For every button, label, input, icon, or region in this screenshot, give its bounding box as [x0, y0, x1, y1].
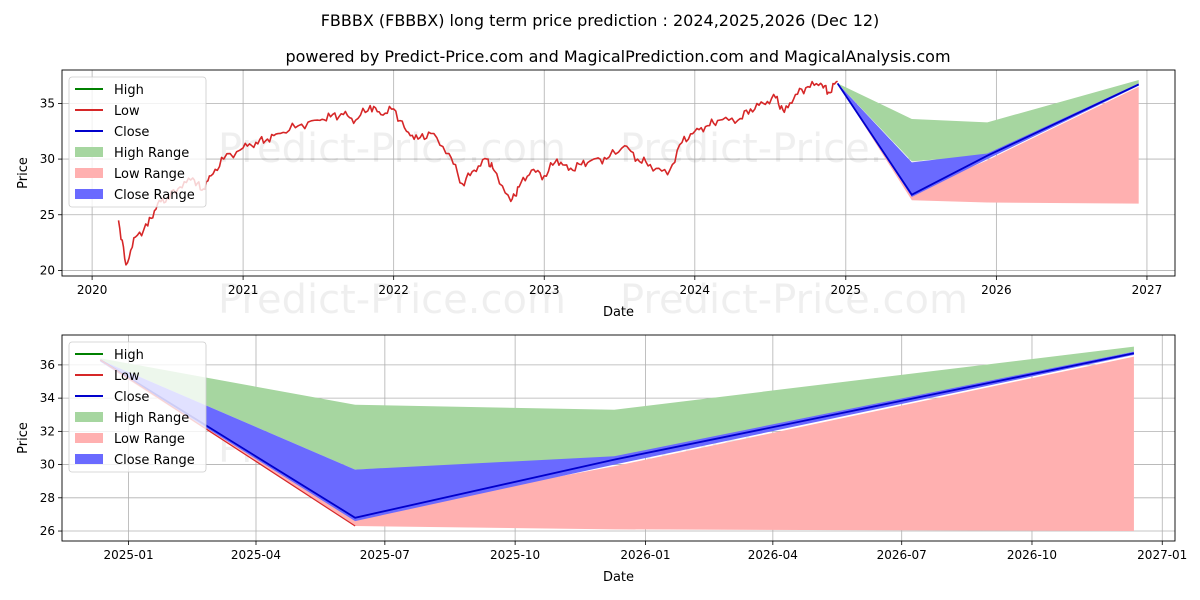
legend-high-range-swatch	[75, 412, 103, 422]
y-axis-label: Price	[16, 422, 31, 454]
legend-close-range-swatch	[75, 189, 103, 199]
legend-low-range-swatch	[75, 433, 103, 443]
x-tick-label: 2026-04	[748, 548, 798, 562]
close-range-band	[100, 351, 1134, 522]
legend-close-label: Close	[114, 125, 149, 140]
low-history-line	[117, 80, 838, 266]
y-tick-label: 28	[40, 491, 55, 505]
x-tick-label: 2020	[77, 283, 108, 297]
y-tick-label: 25	[40, 208, 55, 222]
close-forecast-line	[99, 352, 1135, 519]
legend-high-range-label: High Range	[114, 411, 189, 426]
x-tick-label: 2022	[378, 283, 409, 297]
watermark: Predict-Price.com	[218, 277, 566, 323]
low-range-band	[100, 356, 1134, 532]
watermark: Predict-Price.com	[620, 277, 968, 323]
chart-subtitle: powered by Predict-Price.com and Magical…	[285, 47, 950, 66]
long-term-panel: 2020 2021 2022 2023 2024 2025 2026 202720253035…	[16, 69, 1176, 323]
legend-low-label: Low	[114, 104, 140, 119]
legend-high-range-swatch	[75, 147, 103, 157]
y-tick-label: 35	[40, 96, 55, 110]
x-tick-label: 2026-10	[1007, 548, 1057, 562]
x-tick-label: 2025-01	[103, 548, 153, 562]
grid	[58, 70, 1175, 280]
legend: High Low Close High Range Low Range Close Ran…	[68, 76, 207, 208]
legend-close-range-label: Close Range	[114, 188, 195, 203]
x-tick-label: 2027-01	[1137, 548, 1187, 562]
legend-low-range-label: Low Range	[114, 432, 185, 447]
legend-low-range-swatch	[75, 168, 103, 178]
x-axis-label: Date	[603, 570, 634, 585]
x-tick-label: 2025-07	[360, 548, 410, 562]
legend-box	[68, 341, 207, 473]
x-tick-label: 2024	[680, 283, 711, 297]
y-tick-label: 32	[40, 424, 55, 438]
x-tick-label: 2026-07	[877, 548, 927, 562]
legend-close-range-swatch	[75, 454, 103, 464]
legend-close-label: Close	[114, 390, 149, 405]
x-tick-label: 2027	[1132, 283, 1163, 297]
legend-high-label: High	[114, 348, 144, 363]
legend: High Low Close High Range Low Range Close Ran…	[68, 341, 207, 473]
forecast-detail-panel: 2025-01 2025-04 2025-07 2025-10 2026-01 2026-…	[16, 334, 1187, 585]
legend-low-range-label: Low Range	[114, 167, 185, 182]
x-tick-label: 2025	[831, 283, 862, 297]
x-tick-label: 2025-10	[490, 548, 540, 562]
chart-title: FBBBX (FBBBX) long term price prediction…	[321, 11, 880, 30]
y-tick-label: 36	[40, 358, 55, 372]
high-range-band	[100, 346, 1134, 470]
x-tick-label: 2025-04	[231, 548, 281, 562]
close-range-band	[837, 83, 1139, 197]
legend-low-label: Low	[114, 369, 140, 384]
legend-high-label: High	[114, 83, 144, 98]
close-forecast-line	[836, 82, 1140, 196]
y-tick-label: 30	[40, 152, 55, 166]
legend-box	[68, 76, 207, 208]
watermark: Predict-Price.com	[218, 126, 566, 172]
y-axis-label: Price	[16, 157, 31, 189]
legend-close-range-label: Close Range	[114, 453, 195, 468]
high-range-band	[837, 80, 1139, 162]
x-tick-label: 2023	[529, 283, 560, 297]
y-tick-label: 26	[40, 524, 55, 538]
axes-frame	[61, 69, 1176, 277]
x-tick-label: 2026-01	[620, 548, 670, 562]
x-axis-label: Date	[603, 305, 634, 320]
x-tick-label: 2021	[228, 283, 259, 297]
y-tick-label: 30	[40, 458, 55, 472]
y-tick-label: 20	[40, 263, 55, 277]
low-range-band	[837, 83, 1139, 204]
x-tick-label: 2026	[981, 283, 1012, 297]
axes-frame	[61, 334, 1176, 542]
y-tick-label: 34	[40, 391, 55, 405]
legend-high-range-label: High Range	[114, 146, 189, 161]
